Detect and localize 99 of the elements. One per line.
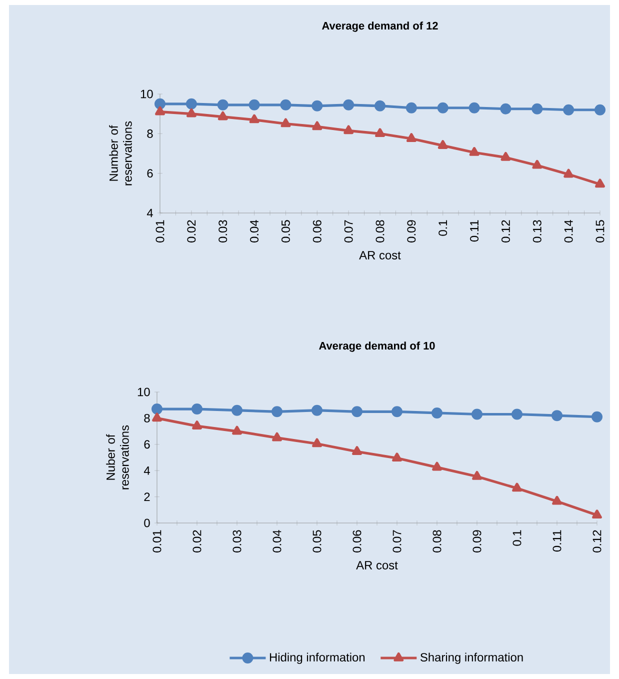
point [392, 452, 402, 462]
point [352, 406, 362, 418]
x-tick-label: 0.03 [218, 220, 228, 242]
point [272, 432, 282, 442]
y-tick-label: 4 [146, 208, 153, 218]
point [192, 420, 202, 430]
x-tick-label: 0.09 [472, 530, 482, 552]
point [406, 133, 416, 142]
x-tick-label: 0.05 [312, 530, 322, 552]
point [375, 128, 385, 138]
y-tick-label: 0 [144, 518, 150, 528]
point [472, 470, 482, 480]
point [552, 496, 562, 505]
point [594, 104, 606, 116]
y-tick-label: 6 [147, 169, 153, 178]
point [532, 160, 542, 169]
point [500, 152, 511, 161]
y-tick-label: 10 [140, 90, 153, 98]
point [155, 106, 165, 116]
x-tick-label: 0.04 [272, 530, 282, 552]
legend-label: Hiding information [270, 652, 365, 664]
y-axis-title: Nuber of reservations [106, 425, 129, 490]
point [469, 147, 480, 156]
y-axis-title: Number of reservations [109, 121, 132, 186]
x-tick-label: 0.08 [376, 220, 384, 242]
point [552, 410, 562, 422]
x-tick-label: 0.06 [352, 530, 362, 552]
point [152, 404, 162, 415]
x-tick-label: 0.12 [501, 220, 510, 242]
x-tick-label: 0.1 [438, 220, 448, 236]
point [186, 108, 196, 118]
point [472, 408, 483, 420]
point [218, 111, 228, 120]
x-tick-label: 0.04 [250, 220, 259, 242]
point [154, 98, 166, 110]
point [249, 114, 260, 124]
point [312, 100, 323, 112]
x-tick-label: 0.01 [152, 530, 162, 552]
point [248, 99, 260, 110]
point [312, 404, 322, 416]
point [432, 407, 442, 418]
point [592, 510, 602, 519]
point [152, 412, 162, 422]
point [564, 168, 574, 178]
point [511, 408, 522, 420]
point [592, 411, 602, 422]
point [186, 98, 197, 110]
point [192, 404, 202, 415]
chart-title: Average demand of 12 [322, 22, 438, 32]
x-tick-label: 0.05 [281, 220, 290, 242]
x-tick-label: 0.12 [592, 530, 602, 552]
y-tick-label: 2 [144, 492, 150, 501]
x-tick-label: 0.03 [232, 530, 242, 552]
y-tick-label: 8 [144, 414, 150, 422]
point [532, 103, 543, 114]
point [232, 426, 242, 435]
point [374, 100, 386, 112]
x-tick-label: 0.07 [344, 220, 353, 242]
y-tick-label: 6 [144, 440, 150, 449]
point [352, 446, 362, 455]
x-axis-title: AR cost [356, 561, 398, 570]
x-axis-title: AR cost [359, 251, 401, 260]
y-tick-label: 4 [144, 466, 150, 475]
point [500, 103, 512, 114]
point [468, 102, 480, 114]
point [232, 404, 242, 416]
point [563, 104, 574, 116]
point [343, 99, 354, 110]
y-tick-label: 8 [147, 129, 153, 138]
point [512, 482, 522, 492]
x-tick-label: 0.14 [564, 220, 573, 242]
x-tick-label: 0.11 [552, 530, 562, 552]
point [272, 406, 282, 418]
x-tick-label: 0.15 [596, 220, 604, 242]
x-tick-label: 0.02 [187, 220, 196, 242]
x-tick-label: 0.1 [512, 530, 522, 546]
chart-title: Average demand of 10 [319, 342, 435, 352]
x-tick-label: 0.01 [156, 220, 164, 242]
point [280, 118, 291, 128]
x-tick-label: 0.02 [192, 530, 202, 552]
legend-label: Sharing information [420, 652, 523, 664]
x-tick-label: 0.11 [470, 220, 479, 242]
point [280, 99, 292, 110]
point [438, 140, 448, 149]
point [392, 406, 402, 418]
point [595, 178, 605, 188]
x-tick-label: 0.13 [532, 220, 542, 242]
point [406, 102, 417, 114]
point [312, 121, 322, 130]
point [217, 99, 228, 110]
x-tick-label: 0.07 [392, 530, 402, 552]
x-tick-label: 0.06 [312, 220, 322, 242]
point [344, 125, 354, 134]
x-tick-label: 0.08 [432, 530, 442, 552]
point [437, 102, 448, 114]
y-tick-label: 10 [138, 388, 150, 396]
x-tick-label: 0.09 [407, 220, 416, 242]
point [432, 462, 442, 471]
point [312, 438, 322, 448]
